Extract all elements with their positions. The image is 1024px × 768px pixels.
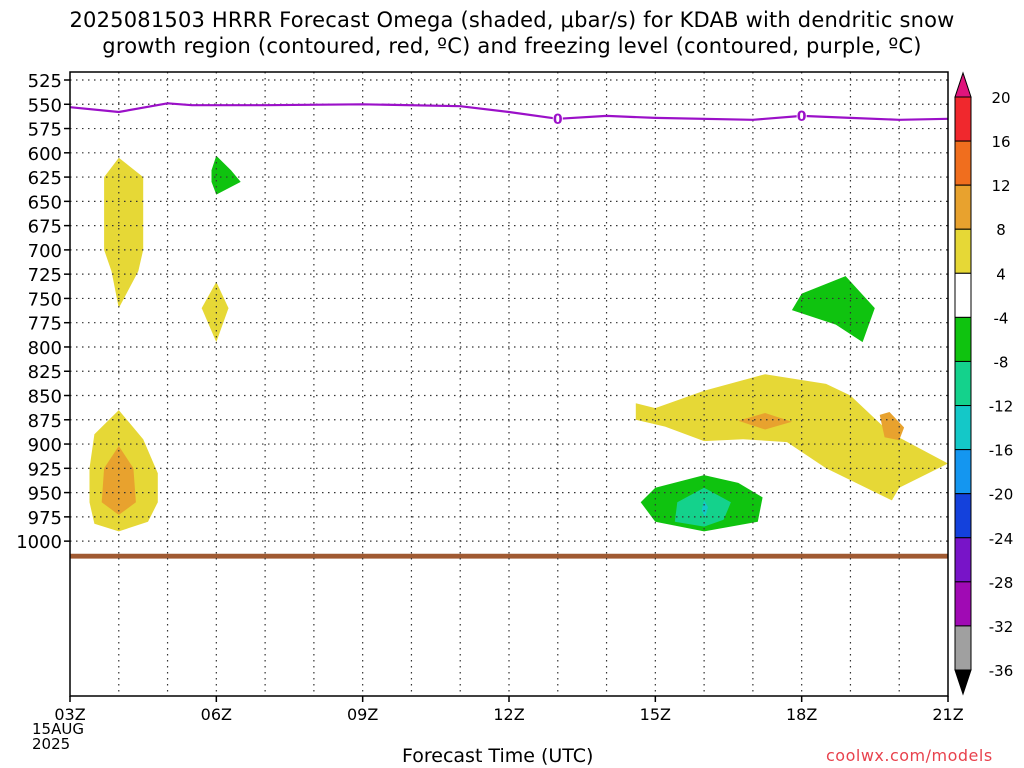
credit-link[interactable]: coolwx.com/models [826, 746, 993, 765]
y-tick-label: 600 [28, 144, 62, 165]
freezing-level-label: 0 [553, 112, 563, 128]
omega-region-6 [635, 374, 948, 501]
omega-regions-layer [89, 155, 948, 532]
omega-region-1 [211, 155, 241, 195]
omega-region-8 [879, 412, 905, 441]
colorbar-label: 16 [991, 133, 1010, 151]
colorbar-bottom-arrow [954, 669, 972, 696]
y-tick-label: 550 [28, 95, 62, 116]
colorbar-box-1 [954, 140, 972, 186]
y-tick-label: 875 [28, 411, 62, 432]
y-tick-label: 575 [28, 120, 62, 141]
y-tick-label: 850 [28, 387, 62, 408]
freezing-label-bg-1 [796, 107, 807, 124]
y-tick-label: 775 [28, 314, 62, 335]
omega-region-7 [738, 413, 792, 430]
x-tick-label: 18Z [786, 705, 817, 724]
colorbar-label: -16 [989, 442, 1014, 460]
y-tick-label: 900 [28, 435, 62, 456]
colorbar-box-7 [954, 405, 972, 451]
axes-layer: 525 550 575 600 625 650 675 700 725 750 775 800 825 8… [16, 71, 964, 724]
y-tick-label: 675 [28, 217, 62, 238]
colorbar-box-3 [954, 228, 972, 274]
colorbar-box-0 [954, 96, 972, 142]
colorbar-label: -8 [994, 353, 1009, 371]
chart-title-line1: 2025081503 HRRR Forecast Omega (shaded, … [69, 8, 955, 32]
y-tick-label: 525 [28, 71, 62, 92]
omega-region-11 [701, 500, 708, 517]
x-tick-label: 15Z [640, 705, 671, 724]
grid-layer [70, 72, 948, 696]
y-tick-label: 650 [28, 192, 62, 213]
y-tick-label: 725 [28, 265, 62, 286]
date-label-year: 2025 [32, 735, 71, 753]
colorbar-label: 20 [991, 89, 1010, 107]
y-tick-label: 625 [28, 168, 62, 189]
colorbar-box-2 [954, 184, 972, 230]
date-label-day: 15AUG [32, 720, 84, 738]
colorbar-label: -32 [989, 618, 1014, 636]
colorbar-box-4 [954, 272, 972, 318]
y-tick-label: 975 [28, 508, 62, 529]
colorbar-box-5 [954, 316, 972, 362]
y-tick-label: 925 [28, 459, 62, 480]
chart-title-line2: growth region (contoured, red, ºC) and f… [102, 34, 922, 58]
x-tick-label: 06Z [201, 705, 232, 724]
colorbar-box-10 [954, 537, 972, 583]
x-axis-label: Forecast Time (UTC) [402, 745, 594, 767]
y-tick-label: 800 [28, 338, 62, 359]
freezing-level-line [69, 102, 949, 121]
colorbar-label: 4 [996, 265, 1006, 283]
y-tick-label: 825 [28, 362, 62, 383]
freezing-label-bg-0 [552, 110, 563, 127]
y-tick-label: 750 [28, 289, 62, 310]
x-tick-label: 03Z [54, 705, 85, 724]
terrain-strip [70, 553, 948, 559]
colorbar-box-9 [954, 493, 972, 539]
colorbar-label: -4 [994, 309, 1009, 327]
colorbar-label: -24 [989, 530, 1014, 548]
date-label: 15AUG 2025 [32, 722, 84, 752]
y-tick-label: 700 [28, 241, 62, 262]
colorbar-box-12 [954, 625, 972, 671]
omega-region-0 [104, 157, 144, 309]
colorbar-label: 8 [996, 221, 1006, 239]
colorbar-box-11 [954, 581, 972, 627]
colorbar-label: -36 [989, 662, 1014, 680]
x-tick-label: 21Z [932, 705, 963, 724]
x-tick-label: 09Z [347, 705, 378, 724]
omega-region-5 [791, 276, 875, 343]
freezing-level-label: 0 [797, 109, 807, 125]
y-tick-label: 1000 [16, 532, 62, 553]
y-tick-label: 950 [28, 484, 62, 505]
colorbar-box-8 [954, 449, 972, 495]
colorbar-top-arrow [954, 71, 972, 98]
colorbar-box-6 [954, 360, 972, 407]
colorbar-label: -12 [989, 398, 1014, 416]
x-tick-label: 12Z [493, 705, 524, 724]
colorbar: 20 16 12 8 4 -4 -8 -12 -16 -20 -24 -28 -32 -36 [954, 71, 1014, 696]
colorbar-label: -28 [989, 574, 1014, 592]
terrain-layer [70, 553, 948, 559]
colorbar-label: -20 [989, 486, 1014, 504]
omega-region-2 [201, 281, 229, 343]
colorbar-label: 12 [991, 177, 1010, 195]
